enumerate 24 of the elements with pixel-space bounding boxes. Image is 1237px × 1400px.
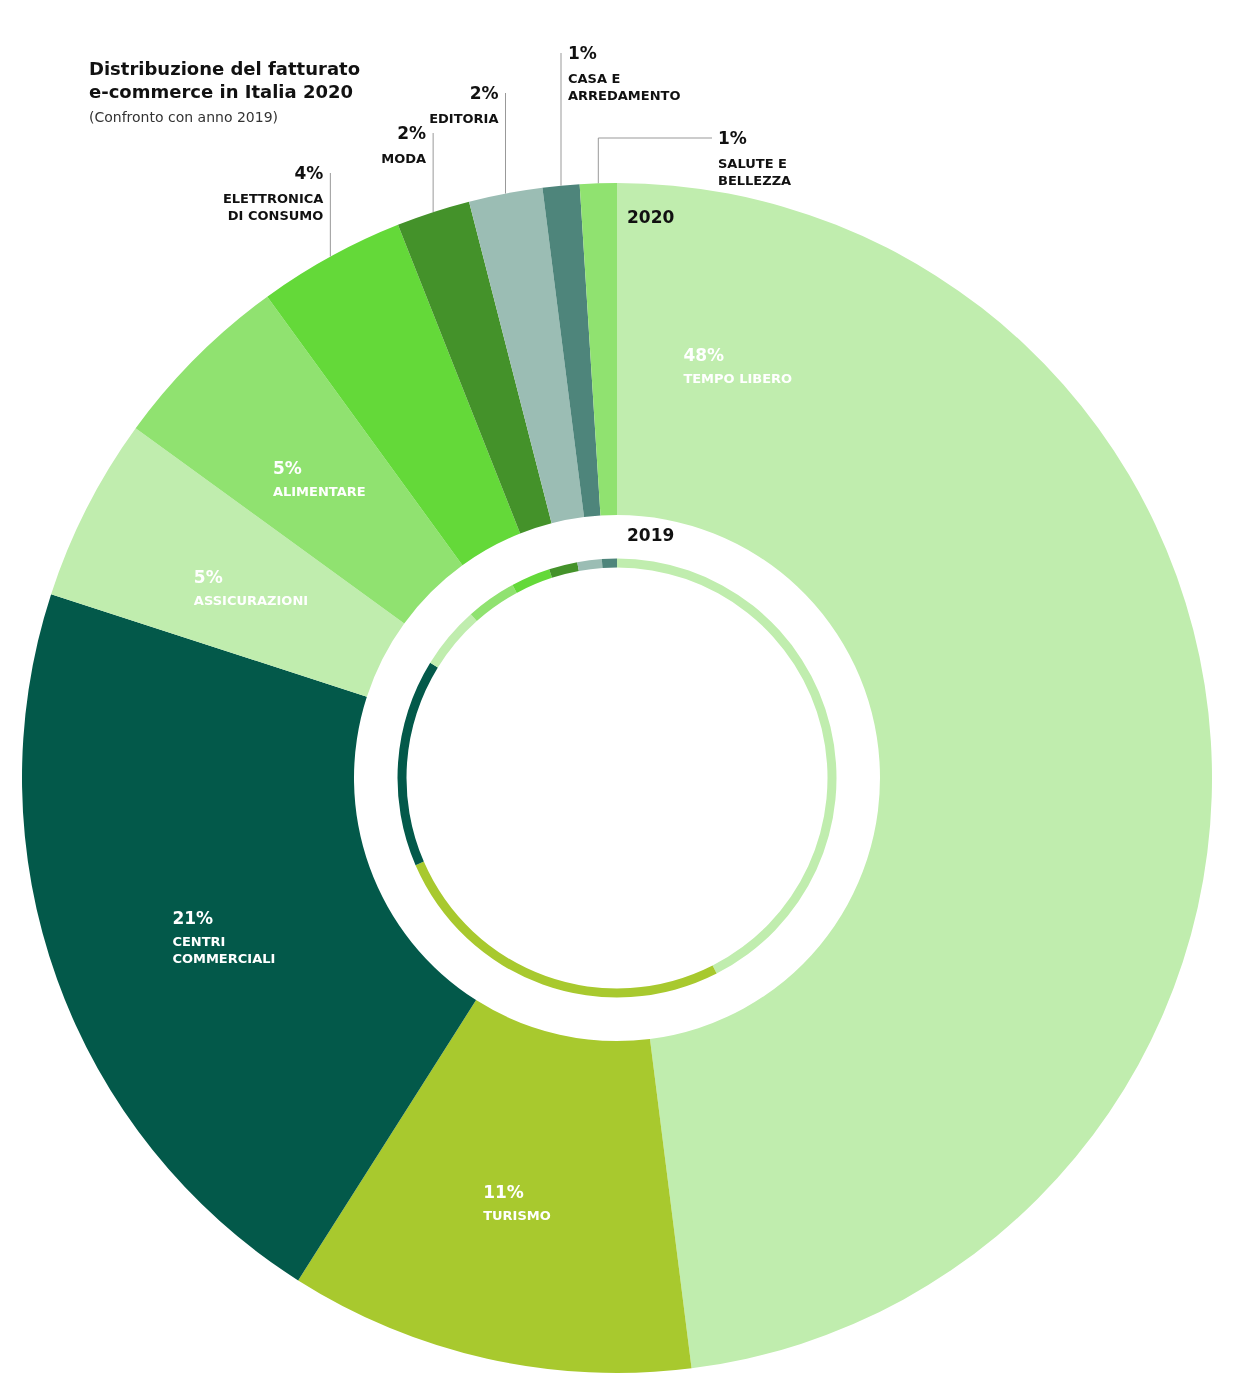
slice-label: CENTRI COMMERCIALI (172, 933, 276, 966)
data-label: 2% (469, 83, 499, 103)
slice-label: ASSICURAZIONI (193, 592, 309, 608)
data-label: 5% (193, 566, 223, 587)
data-label: 2% (397, 123, 427, 143)
data-label: 4% (294, 163, 324, 183)
slice-label: 2019 (627, 525, 675, 545)
slice-label: 2020 (627, 207, 675, 227)
slice-label: ALIMENTARE (272, 483, 366, 499)
text: Distribuzione del fatturato e-commerce in Italia 2020 (89, 58, 361, 102)
slice-label: TEMPO LIBERO (683, 371, 793, 387)
data-label: 5% (272, 457, 302, 478)
data-label: 48% (683, 345, 725, 366)
slice-label: CASA E ARREDAMENTO (568, 71, 681, 103)
slice-label: MODA (381, 151, 427, 166)
data-label: 11% (483, 1181, 524, 1202)
slice-label: ELETTRONICA DI CONSUMO (222, 191, 324, 223)
slice-label: SALUTE E BELLEZZA (718, 156, 792, 188)
data-label: 1% (568, 43, 597, 63)
slice-label: EDITORIA (429, 111, 499, 126)
text: (Confronto con anno 2019) (89, 109, 279, 125)
data-label: 21% (172, 907, 214, 928)
data-label: 1% (718, 128, 747, 148)
slice-label: TURISMO (483, 1207, 551, 1223)
